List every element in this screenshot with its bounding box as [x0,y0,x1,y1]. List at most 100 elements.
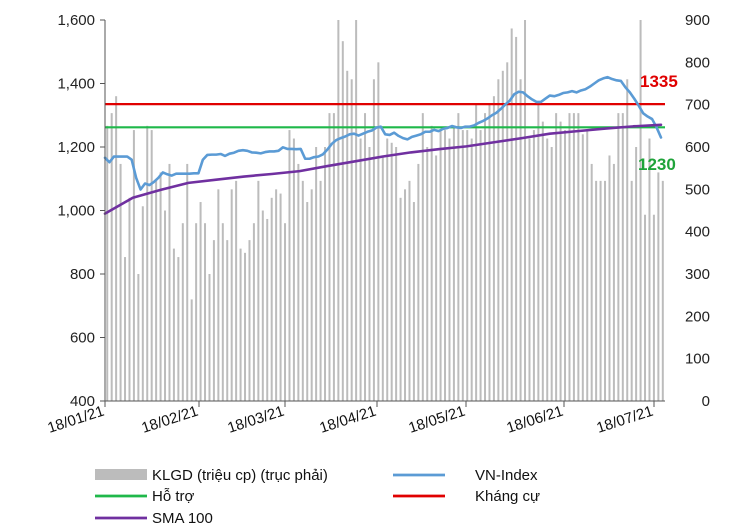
volume-bar [288,130,291,401]
legend: KLGD (triệu cp) (trục phải) VN-Index Hỗ tr… [95,467,540,526]
right-tick-label: 100 [685,351,710,368]
volume-bar [332,113,335,401]
series-lines [103,75,663,215]
right-tick-label: 700 [685,97,710,114]
volume-bar [470,138,473,401]
volume-bar [452,125,455,401]
volume-bar [524,20,527,401]
volume-bar [639,20,642,401]
volume-bar [230,189,233,401]
volume-bar [355,20,358,401]
volume-bar [186,163,189,401]
volume-bar [412,202,415,401]
volume-bar [661,180,664,401]
volume-bar [301,180,304,401]
volume-bar [248,240,251,401]
volume-bar [159,172,162,401]
right-tick-label: 800 [685,54,710,71]
volume-bar [564,130,567,401]
volume-bar [239,248,242,401]
volume-bar [221,223,224,401]
volume-bar [177,257,180,401]
volume-bar [577,113,580,401]
volume-bar [128,197,131,401]
volume-bar [217,189,220,401]
volume-bar [515,36,518,402]
volume-bar [595,180,598,401]
left-tick-label: 400 [70,393,95,410]
volume-bar [341,41,344,402]
date-tick-label: 18/05/21 [406,403,467,437]
volume-bar [657,172,660,401]
volume-bar [172,248,175,401]
volume-bar [124,257,127,401]
volume-bar [537,104,540,402]
volume-bar [199,202,202,401]
volume-bar [315,147,318,401]
volume-bar [626,79,629,402]
left-tick-label: 600 [70,330,95,347]
support-value-label: 1230 [638,155,676,174]
volume-bar [572,113,575,401]
legend-label: Hỗ trợ [152,488,195,505]
volume-bar [364,113,367,401]
volume-bar [510,28,513,401]
left-tick-label: 1,000 [57,203,95,220]
volume-bar [599,180,602,401]
volume-bar [559,121,562,401]
volume-bar [372,79,375,402]
volume-bar [630,180,633,401]
volume-bar [212,240,215,401]
volume-bar [164,210,167,401]
volume-bar [275,189,278,401]
volume-bar [244,252,247,401]
right-tick-label: 600 [685,139,710,156]
volume-bar [484,113,487,401]
right-tick-label: 500 [685,181,710,198]
volume-bar [519,79,522,402]
volume-bar [181,223,184,401]
volume-bar [444,130,447,401]
right-tick-label: 900 [685,12,710,29]
volume-bar [404,189,407,401]
level-lines [105,103,665,129]
legend-label: KLGD (triệu cp) (trục phải) [152,467,328,484]
date-tick-label: 18/03/21 [225,403,286,437]
volume-bar [261,210,264,401]
date-tick-label: 18/06/21 [504,403,565,437]
legend-swatch-volume [95,469,147,480]
volume-bar [270,197,273,401]
volume-bar [426,147,429,401]
right-tick-label: 400 [685,224,710,241]
left-tick-label: 1,200 [57,139,95,156]
volume-bar [359,138,362,401]
volume-bar [408,180,411,401]
volume-bar [501,70,504,402]
volume-bar [648,138,651,401]
resistance-value-label: 1335 [640,72,678,91]
volume-bar [399,197,402,401]
legend-label: SMA 100 [152,510,213,526]
volume-bar [115,96,118,401]
volume-bar [581,134,584,402]
volume-bar [168,163,171,401]
volume-bar [448,138,451,401]
volume-bar [586,130,589,401]
volume-bar [497,79,500,402]
volume-bar [506,62,509,401]
volume-bar [235,180,238,401]
volume-bar [377,62,380,401]
legend-label: Kháng cự [475,488,540,505]
left-tick-label: 800 [70,266,95,283]
volume-bar [652,214,655,401]
volume-bar [417,163,420,401]
volume-bar [475,104,478,402]
volume-bar [292,138,295,401]
volume-bar [621,113,624,401]
volume-bar [550,147,553,401]
volume-bar [644,214,647,401]
volume-bar [608,155,611,401]
volume-bar [106,125,109,401]
right-tick-label: 200 [685,308,710,325]
volume-bar [284,223,287,401]
